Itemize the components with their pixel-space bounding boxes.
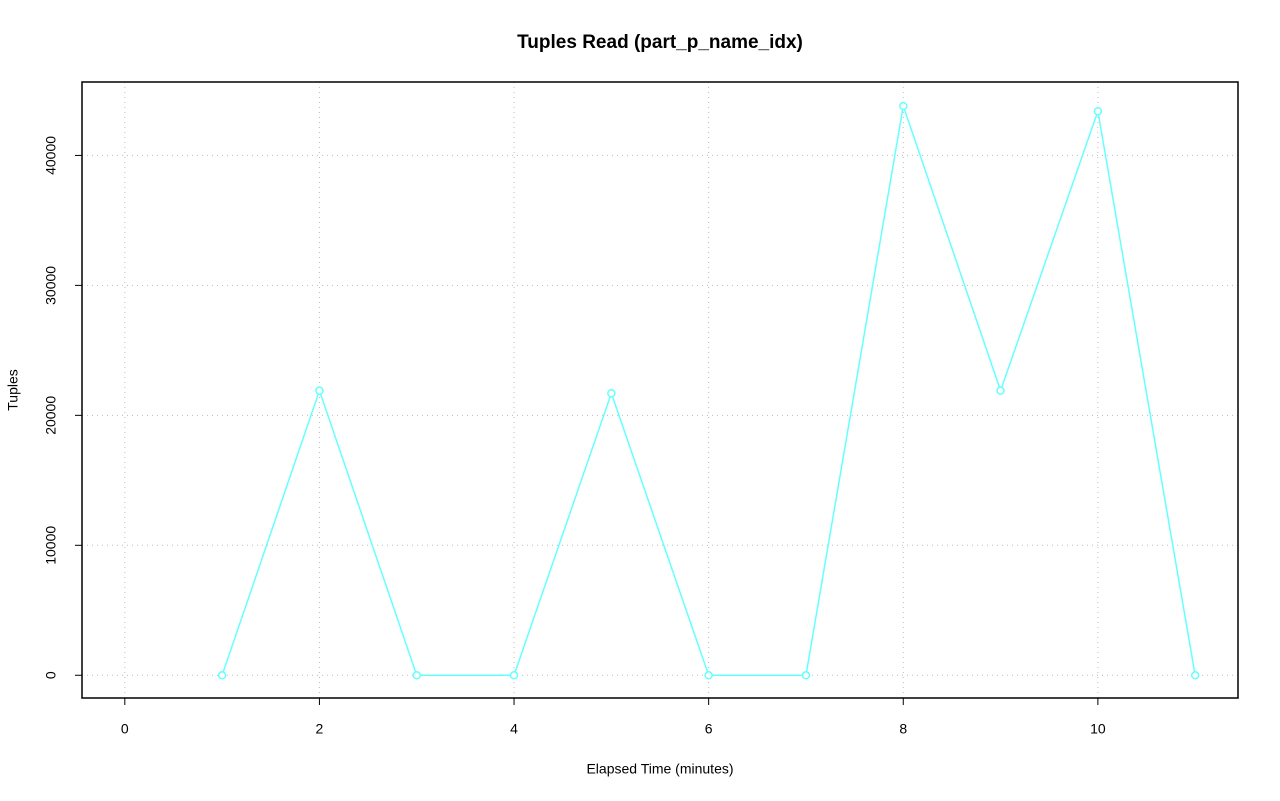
- y-tick-label: 20000: [43, 396, 59, 435]
- data-point: [509, 671, 519, 680]
- data-point: [899, 101, 908, 111]
- x-tick-label: 10: [1090, 721, 1106, 737]
- plot-frame: [81, 81, 1239, 699]
- x-tick-label: 4: [510, 721, 518, 737]
- y-tick-label: 0: [43, 671, 59, 679]
- data-point: [996, 386, 1005, 395]
- x-tick-label: 8: [899, 721, 907, 737]
- data-point: [412, 671, 421, 680]
- x-tick-label: 6: [705, 721, 713, 737]
- y-axis-label: Tuples: [5, 369, 21, 411]
- data-point: [315, 386, 324, 395]
- y-tick-label: 40000: [43, 136, 59, 175]
- data-point: [801, 671, 811, 680]
- y-tick-label: 10000: [43, 526, 59, 565]
- x-axis-label: Elapsed Time (minutes): [586, 761, 733, 777]
- x-tick-label: 2: [316, 721, 324, 737]
- data-point: [217, 671, 227, 680]
- y-tick-label: 30000: [43, 266, 59, 305]
- data-point: [1190, 671, 1200, 680]
- data-point: [704, 671, 713, 680]
- chart-title: Tuples Read (part_p_name_idx): [517, 32, 803, 53]
- data-line: [221, 105, 1196, 677]
- data-point: [607, 388, 616, 398]
- data-point: [1093, 106, 1103, 116]
- x-tick-label: 0: [121, 721, 129, 737]
